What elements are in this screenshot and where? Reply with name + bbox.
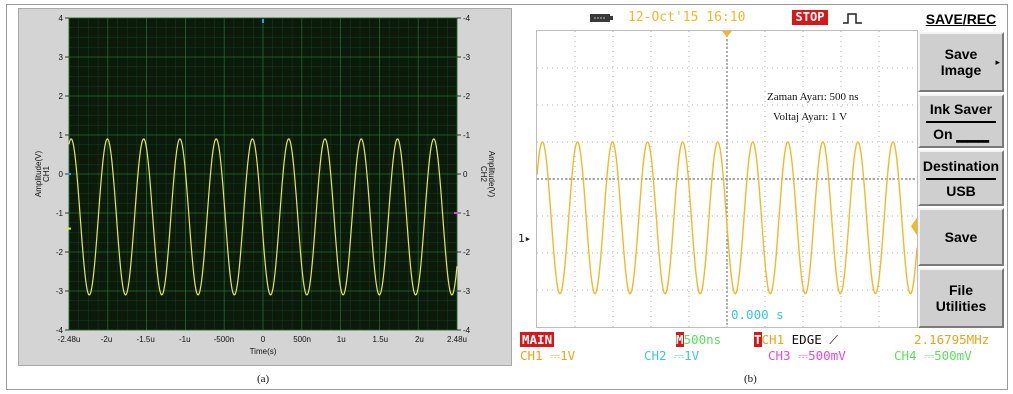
x-tick-label: 1u [337, 335, 346, 344]
labview-graph-panel: 4 3 2 1 0 -1 -2 -3 -4 -4 -3 -2 -1 0 -1 -2 -3 -4 -2.48u -2u -… [18, 8, 512, 366]
y-axis-sublabel-left: CH1 [42, 165, 51, 182]
y-tick-label-right: 0 [463, 170, 468, 179]
x-tick-label: 0 [261, 335, 266, 344]
oscilloscope-screen: Zaman Ayarı: 500 ns Voltaj Ayarı: 1 V 0.… [536, 30, 918, 328]
x-axis-label: Time(s) [250, 347, 277, 356]
annotation-volt: Voltaj Ayarı: 1 V [773, 111, 848, 123]
oscilloscope-panel: 12-Oct'15 16:10 STOP Zaman Ayarı: 500 ns… [516, 8, 1006, 366]
y-tick-label-left: 4 [59, 14, 64, 23]
trigger-pulse-icon [842, 8, 864, 28]
y-tick-label-right: -2 [463, 92, 471, 101]
ch1-trace [68, 138, 458, 296]
y-tick-label-left: -2 [56, 248, 64, 257]
y-tick-label-left: 2 [59, 92, 64, 101]
y-tick-label-right: -4 [463, 14, 471, 23]
annotation-time: Zaman Ayarı: 500 ns [767, 91, 859, 103]
destination-button[interactable]: Destination USB [918, 150, 1004, 206]
trigger-marker [67, 227, 71, 230]
channel-1-marker: 1▸ [518, 232, 532, 245]
x-tick-label: 2.48u [447, 335, 467, 344]
y-tick-label-left: -3 [56, 287, 64, 296]
chevron-right-icon: ▸ [995, 57, 1000, 67]
ch1-waveform [537, 141, 917, 295]
time-offset-readout: 0.000 s [729, 307, 786, 322]
ch1-scale: CH1 ⎓1V [520, 348, 576, 363]
y-tick-label-left: -1 [56, 209, 64, 218]
y-tick-label-right: -1 [463, 131, 471, 140]
trigger-level-marker [911, 217, 917, 236]
caption-b: (b) [744, 373, 757, 385]
x-tick-label: -500n [214, 335, 234, 344]
mode-main-badge: MAIN [520, 332, 555, 347]
y-tick-label-right: -3 [463, 53, 471, 62]
y-tick-label-left: -4 [56, 326, 64, 335]
x-tick-label: -2u [101, 335, 113, 344]
save-button[interactable]: Save [918, 208, 1004, 266]
save-image-button[interactable]: Save Image ▸ [918, 32, 1004, 92]
x-tick-label: 2u [415, 335, 424, 344]
file-utilities-button[interactable]: File Utilities [918, 268, 1004, 328]
ink-bar-icon: ▁▁▁ [956, 125, 989, 142]
y-axis-label-right: Amplitude(V) [487, 151, 496, 198]
ch2-marker [454, 212, 458, 214]
save-rec-menu: SAVE/REC Save Image ▸ Ink Saver On ▁▁▁ D… [912, 8, 1006, 330]
oscilloscope-waveform [537, 31, 917, 327]
y-tick-label-left: 3 [59, 53, 64, 62]
trigger-readout: TCH1 EDGE ⟋ [754, 332, 839, 347]
timebase-readout: M500ns [676, 332, 722, 347]
ch3-scale: CH3 ⎓500mV [768, 348, 846, 363]
y-tick-label-right: -1 [463, 209, 471, 218]
y-tick-label-left: 1 [59, 131, 64, 140]
y-tick-label-right: -2 [463, 248, 471, 257]
y-tick-label-left: 0 [59, 170, 64, 179]
stop-status-badge: STOP [792, 10, 828, 25]
x-tick-label: -1u [179, 335, 191, 344]
y-axis-label-left: Amplitude(V) [34, 151, 43, 198]
rising-edge-icon: ⟋ [829, 332, 839, 347]
ch1-zero-marker [67, 173, 71, 175]
x-tick-label: -2.48u [58, 335, 81, 344]
caption-a: (a) [257, 373, 270, 385]
ink-saver-button[interactable]: Ink Saver On ▁▁▁ [918, 94, 1004, 148]
y-tick-label-right: -3 [463, 287, 471, 296]
battery-icon [588, 8, 614, 28]
cursor-marker [262, 19, 264, 23]
y-axis-sublabel-right: CH2 [479, 166, 488, 183]
trigger-position-marker [722, 31, 732, 37]
ch2-scale: CH2 ⎓1V [644, 348, 700, 363]
x-tick-label: -1.5u [137, 335, 155, 344]
menu-title: SAVE/REC [918, 8, 1004, 30]
x-tick-label: 500n [293, 335, 311, 344]
ch4-scale: CH4 ⎓500mV [894, 348, 972, 363]
x-tick-label: 1.5u [373, 335, 389, 344]
frequency-readout: 2.16795MHz [914, 332, 990, 347]
date-time: 12-Oct'15 16:10 [628, 10, 746, 25]
y-tick-label-right: -4 [463, 326, 471, 335]
